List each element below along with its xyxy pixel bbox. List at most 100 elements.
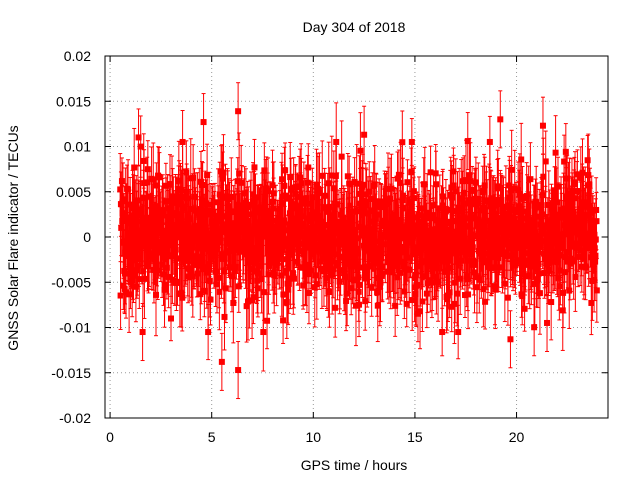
- data-point: [314, 234, 321, 241]
- data-point: [168, 315, 175, 322]
- data-point: [242, 251, 249, 258]
- data-point: [266, 262, 273, 269]
- data-point: [257, 220, 264, 227]
- data-point: [219, 175, 226, 182]
- data-point: [151, 256, 158, 263]
- data-point: [366, 188, 373, 195]
- data-point: [307, 217, 314, 224]
- data-point: [325, 180, 332, 187]
- data-point: [320, 226, 327, 233]
- data-point: [255, 270, 262, 277]
- data-point: [206, 277, 213, 284]
- data-point: [253, 225, 260, 232]
- data-point: [253, 260, 260, 267]
- data-point: [125, 186, 132, 193]
- data-point: [132, 243, 139, 250]
- data-point: [306, 240, 313, 247]
- data-point: [178, 194, 185, 201]
- data-point: [228, 193, 235, 200]
- data-point: [174, 222, 181, 229]
- data-point: [332, 172, 339, 179]
- data-point: [321, 244, 328, 251]
- data-point: [237, 247, 244, 254]
- data-point: [129, 267, 136, 274]
- data-point: [150, 176, 157, 183]
- data-point: [257, 263, 264, 270]
- data-point: [164, 252, 171, 259]
- data-point: [162, 182, 169, 189]
- data-point: [255, 229, 262, 236]
- data-point: [247, 239, 254, 246]
- data-point: [175, 177, 182, 184]
- data-point: [303, 262, 310, 269]
- data-point: [356, 301, 363, 308]
- data-point: [273, 262, 280, 269]
- data-point: [137, 143, 144, 150]
- data-point: [154, 267, 161, 274]
- data-point: [336, 278, 343, 285]
- data-point: [216, 191, 223, 198]
- data-point: [281, 182, 288, 189]
- data-point: [281, 217, 288, 224]
- data-point: [142, 214, 149, 221]
- data-point: [140, 157, 147, 164]
- data-point: [212, 268, 219, 275]
- data-point: [348, 219, 355, 226]
- data-point: [302, 267, 309, 274]
- data-point: [326, 203, 333, 210]
- data-point: [292, 190, 299, 197]
- data-point: [232, 209, 239, 216]
- data-point: [250, 244, 257, 251]
- data-point: [306, 244, 313, 251]
- data-point: [354, 235, 361, 242]
- data-point: [206, 201, 213, 208]
- data-point: [211, 217, 218, 224]
- data-point: [174, 278, 181, 285]
- data-point: [168, 253, 175, 260]
- data-point: [319, 172, 326, 179]
- data-point: [128, 261, 135, 268]
- data-point: [120, 239, 127, 246]
- data-point: [183, 169, 190, 176]
- data-point: [350, 257, 357, 264]
- data-point: [303, 271, 310, 278]
- data-point: [262, 202, 269, 209]
- data-point: [313, 281, 320, 288]
- data-point: [184, 195, 191, 202]
- data-point: [167, 207, 174, 214]
- data-point: [139, 219, 146, 226]
- data-point: [152, 262, 159, 269]
- data-point: [248, 250, 255, 257]
- data-point: [218, 213, 225, 220]
- data-point: [194, 270, 201, 277]
- data-point: [146, 193, 153, 200]
- data-point: [204, 172, 211, 179]
- data-point: [228, 273, 235, 280]
- data-point: [129, 277, 136, 284]
- data-point: [304, 179, 311, 186]
- data-point: [271, 272, 278, 279]
- data-point: [159, 212, 166, 219]
- data-point: [294, 258, 301, 265]
- data-point: [370, 232, 377, 239]
- data-point: [143, 230, 150, 237]
- data-point: [360, 206, 367, 213]
- data-point: [297, 174, 304, 181]
- data-point: [251, 164, 258, 171]
- data-point: [349, 208, 356, 215]
- data-point: [255, 209, 262, 216]
- data-point: [291, 241, 298, 248]
- data-point: [162, 230, 169, 237]
- data-point: [310, 251, 317, 258]
- data-point: [298, 195, 305, 202]
- data-point: [341, 270, 348, 277]
- data-point: [240, 242, 247, 249]
- data-point: [128, 254, 135, 261]
- data-point: [367, 195, 374, 202]
- data-point: [166, 219, 173, 226]
- data-point: [130, 248, 137, 255]
- data-point: [187, 216, 194, 223]
- data-point: [362, 191, 369, 198]
- data-point: [215, 213, 222, 220]
- data-point: [332, 304, 339, 311]
